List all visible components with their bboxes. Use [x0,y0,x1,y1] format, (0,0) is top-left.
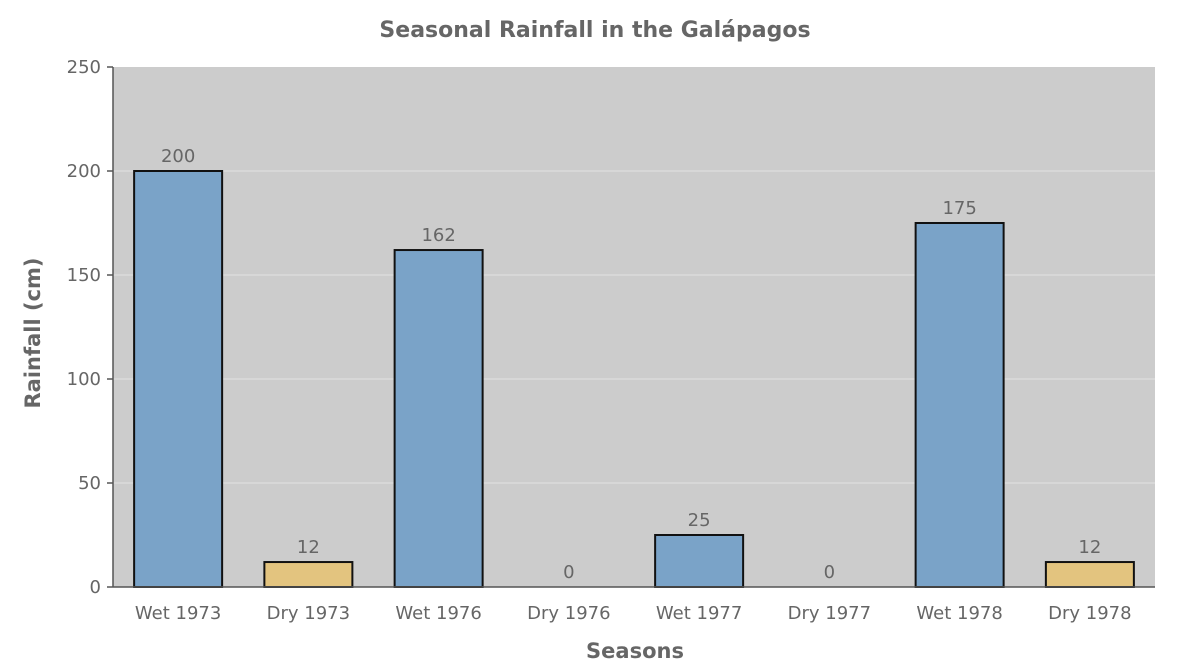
chart-title: Seasonal Rainfall in the Galápagos [379,18,810,43]
x-tick-label: Wet 1976 [395,603,481,624]
x-tick-label: Wet 1977 [656,603,742,624]
value-label: 200 [161,146,195,167]
y-tick-label: 150 [67,265,101,286]
bar [263,561,354,588]
x-tick-label: Dry 1973 [267,603,350,624]
y-tick-label: 100 [67,369,101,390]
value-label: 12 [1078,537,1101,558]
x-tick-label: Wet 1973 [135,603,221,624]
y-tick-labels: 0 50 100 150 200 250 [67,57,101,598]
y-tick-label: 0 [90,577,101,598]
x-tick-label: Dry 1976 [527,603,610,624]
value-labels: 200 12 162 0 25 0 175 12 [161,146,1101,583]
bar [133,170,224,588]
value-label: 0 [824,562,835,583]
x-tick-label: Dry 1978 [1048,603,1131,624]
value-label: 0 [563,562,574,583]
value-label: 12 [297,537,320,558]
x-tick-label: Dry 1977 [788,603,871,624]
x-axis-title: Seasons [586,639,684,663]
value-label: 162 [421,225,455,246]
value-label: 175 [942,198,976,219]
bar [393,249,484,588]
y-tick-label: 200 [67,161,101,182]
axes [107,66,1155,588]
bar [654,534,745,588]
value-label: 25 [688,510,711,531]
y-tick-label: 250 [67,57,101,78]
bar [914,222,1005,588]
x-tick-label: Wet 1978 [916,603,1002,624]
y-tick-label: 50 [78,473,101,494]
bar [1044,561,1135,588]
y-axis-title: Rainfall (cm) [21,257,45,408]
x-tick-labels: Wet 1973 Dry 1973 Wet 1976 Dry 1976 Wet 1977… [135,603,1132,624]
